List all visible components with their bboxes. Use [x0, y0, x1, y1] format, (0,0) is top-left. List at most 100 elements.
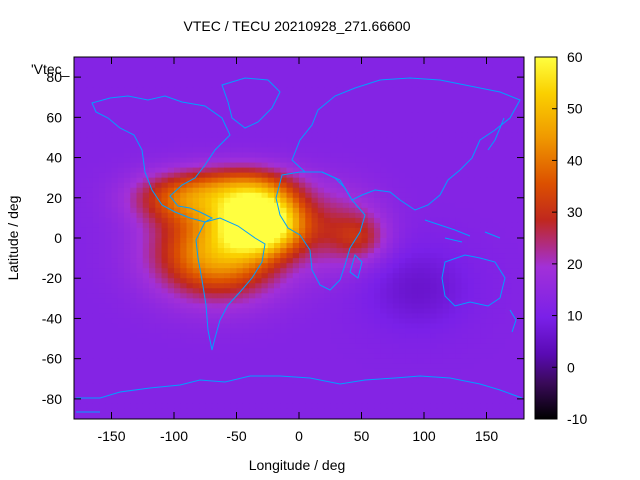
heatmap-cell [486, 177, 494, 184]
heatmap-cell [505, 248, 513, 254]
heatmap-cell [511, 77, 519, 83]
heatmap-cell [442, 77, 450, 83]
heatmap-cell [211, 308, 219, 315]
heatmap-cell [130, 348, 138, 355]
heatmap-cell [430, 182, 438, 189]
heatmap-cell [505, 263, 513, 269]
heatmap-cell [142, 117, 150, 123]
heatmap-cell [155, 298, 163, 304]
heatmap-cell [111, 398, 119, 405]
heatmap-cell [499, 137, 506, 144]
heatmap-cell [74, 132, 81, 139]
heatmap-cell [105, 142, 113, 149]
heatmap-cell [399, 137, 406, 144]
heatmap-cell [124, 77, 131, 83]
heatmap-cell [192, 273, 200, 279]
heatmap-cell [461, 227, 469, 234]
heatmap-cell [117, 142, 125, 149]
heatmap-cell [167, 263, 175, 269]
heatmap-cell [374, 67, 381, 73]
heatmap-cell [342, 308, 350, 315]
heatmap-cell [486, 97, 494, 103]
heatmap-cell [180, 182, 188, 189]
heatmap-cell [199, 238, 206, 244]
heatmap-cell [449, 348, 456, 355]
heatmap-cell [224, 62, 231, 68]
heatmap-cell [211, 97, 219, 103]
heatmap-cell [474, 67, 481, 73]
heatmap-cell [324, 142, 331, 149]
heatmap-cell [142, 268, 150, 274]
heatmap-cell [324, 87, 331, 93]
heatmap-cell [467, 177, 475, 184]
heatmap-cell [492, 363, 500, 370]
heatmap-cell [130, 373, 138, 380]
heatmap-cell [280, 197, 288, 204]
heatmap-cell [249, 258, 256, 264]
heatmap-cell [130, 368, 138, 375]
heatmap-cell [330, 243, 338, 249]
heatmap-cell [86, 67, 94, 73]
heatmap-cell [330, 137, 338, 144]
heatmap-cell [105, 298, 113, 304]
heatmap-cell [130, 238, 138, 244]
heatmap-cell [99, 157, 106, 164]
heatmap-cell [136, 318, 144, 325]
heatmap-cell [292, 253, 300, 259]
heatmap-cell [492, 137, 500, 144]
heatmap-cell [492, 82, 500, 88]
heatmap-cell [499, 172, 506, 179]
heatmap-cell [249, 328, 256, 335]
heatmap-cell [330, 217, 338, 224]
heatmap-cell [92, 268, 100, 274]
heatmap-cell [267, 348, 275, 355]
heatmap-cell [355, 177, 363, 184]
heatmap-cell [124, 323, 131, 330]
heatmap-cell [86, 162, 94, 169]
heatmap-cell [305, 308, 313, 315]
heatmap-cell [105, 202, 113, 209]
heatmap-cell [486, 358, 494, 365]
heatmap-cell [349, 268, 356, 274]
heatmap-cell [230, 313, 238, 320]
heatmap-cell [92, 393, 100, 400]
heatmap-cell [292, 87, 300, 93]
heatmap-cell [261, 87, 269, 93]
heatmap-cell [86, 388, 94, 395]
heatmap-cell [174, 353, 181, 360]
heatmap-cell [217, 398, 225, 405]
heatmap-cell [80, 393, 88, 400]
heatmap-cell [480, 142, 488, 149]
heatmap-cell [374, 82, 381, 88]
heatmap-cell [442, 67, 450, 73]
heatmap-cell [430, 383, 438, 390]
heatmap-cell [517, 313, 524, 320]
heatmap-cell [242, 363, 250, 370]
heatmap-cell [424, 388, 431, 395]
heatmap-cell [374, 273, 381, 279]
heatmap-cell [461, 398, 469, 405]
heatmap-cell [130, 278, 138, 284]
heatmap-cell [199, 398, 206, 405]
heatmap-cell [124, 122, 131, 128]
heatmap-cell [92, 172, 100, 179]
heatmap-cell [311, 207, 319, 214]
heatmap-cell [286, 62, 294, 68]
heatmap-cell [430, 378, 438, 385]
heatmap-cell [286, 137, 294, 144]
heatmap-cell [192, 308, 200, 315]
heatmap-cell [174, 92, 181, 98]
heatmap-cell [155, 253, 163, 259]
heatmap-cell [342, 227, 350, 234]
heatmap-cell [430, 97, 438, 103]
heatmap-cell [336, 157, 344, 164]
heatmap-cell [105, 328, 113, 335]
heatmap-cell [492, 368, 500, 375]
heatmap-cell [280, 57, 288, 63]
heatmap-cell [424, 107, 431, 113]
heatmap-cell [124, 202, 131, 209]
heatmap-cell [261, 142, 269, 149]
heatmap-cell [74, 363, 81, 370]
heatmap-cell [349, 187, 356, 194]
heatmap-cell [336, 398, 344, 405]
